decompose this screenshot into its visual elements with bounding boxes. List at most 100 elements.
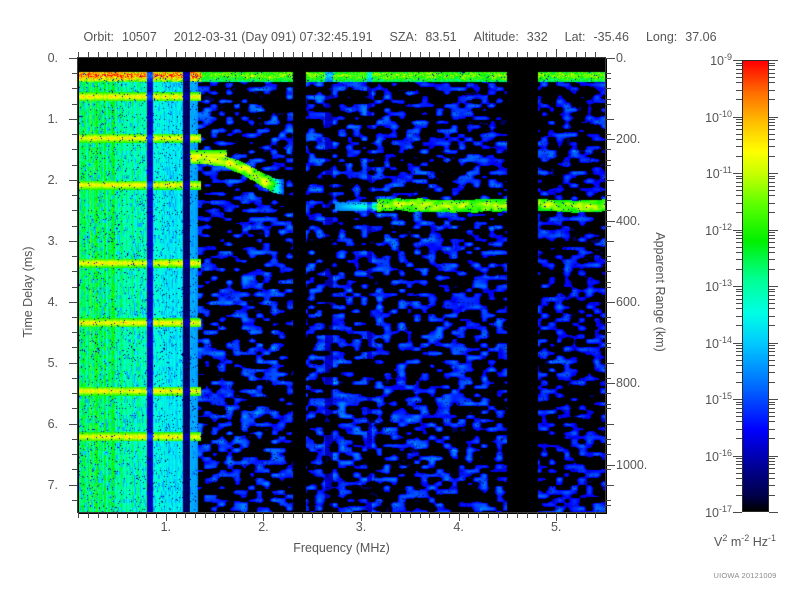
colorbar-tick [733, 117, 742, 118]
colorbar-minor-tick [736, 235, 742, 236]
tick-mark [410, 52, 411, 57]
colorbar-minor-tick [769, 242, 775, 243]
tick-mark [566, 52, 567, 57]
tick-mark [517, 52, 518, 57]
colorbar-minor-tick [736, 182, 742, 183]
units-m: m [727, 535, 742, 550]
colorbar-tick-label: 10-15 [705, 391, 732, 407]
tick-mark [606, 469, 611, 470]
colorbar-minor-tick [736, 351, 742, 352]
tick-mark [215, 52, 216, 57]
tick-mark [576, 52, 577, 57]
y-right-tick-label: 400. [616, 213, 641, 228]
tick-mark [537, 513, 538, 518]
colorbar-mantissa: 10 [710, 54, 724, 69]
colorbar-exponent: -9 [723, 51, 732, 62]
tick-mark [606, 261, 611, 262]
tick-mark [234, 52, 235, 57]
colorbar-minor-tick [736, 195, 742, 196]
tick-mark [185, 52, 186, 57]
colorbar-minor-tick [736, 495, 742, 496]
colorbar-minor-tick [736, 485, 742, 486]
tick-mark [606, 271, 611, 272]
tick-mark [254, 52, 255, 57]
tick-mark [449, 52, 450, 57]
colorbar-minor-tick [769, 73, 775, 74]
tick-mark [72, 271, 77, 272]
tick-mark [585, 52, 586, 57]
tick-mark [371, 52, 372, 57]
colorbar-minor-tick [736, 259, 742, 260]
x-tick-label: 3. [355, 520, 367, 534]
latitude-value: -35.46 [593, 30, 629, 44]
colorbar-tick-label: 10-13 [705, 278, 732, 294]
tick-mark [606, 58, 615, 59]
y-tick-label: 2. [47, 172, 58, 187]
tick-mark [72, 256, 77, 257]
tick-mark [72, 332, 77, 333]
x-tick-label: 5. [550, 520, 562, 534]
altitude-label: Altitude: [473, 30, 519, 44]
tick-mark [72, 149, 77, 150]
colorbar-tick [769, 456, 778, 457]
tick-mark [166, 513, 167, 521]
tick-mark [137, 52, 138, 57]
colorbar-minor-tick [736, 355, 742, 356]
tick-mark [117, 52, 118, 57]
colorbar-minor-tick [769, 429, 775, 430]
tick-mark [606, 408, 611, 409]
tick-mark [606, 282, 611, 283]
colorbar-tick [769, 399, 778, 400]
tick-mark [273, 52, 274, 57]
tick-mark [263, 49, 264, 57]
colorbar-gradient [743, 61, 768, 511]
tick-mark [390, 513, 391, 518]
tick-mark [606, 287, 611, 288]
units-m-exp: -2 [741, 533, 750, 543]
colorbar-minor-tick [769, 303, 775, 304]
colorbar-minor-tick [736, 365, 742, 366]
colorbar-minor-tick [769, 495, 775, 496]
tick-mark [302, 513, 303, 518]
credit-watermark: UIOWA 20121009 [713, 571, 777, 580]
tick-mark [283, 513, 284, 518]
tick-mark [72, 378, 77, 379]
colorbar-minor-tick [769, 458, 775, 459]
colorbar-tick [733, 343, 742, 344]
colorbar-minor-tick [736, 190, 742, 191]
tick-mark [420, 513, 421, 518]
colorbar-minor-tick [769, 190, 775, 191]
colorbar-minor-tick [769, 404, 775, 405]
tick-mark [606, 322, 611, 323]
colorbar-minor-tick [736, 232, 742, 233]
colorbar-mantissa: 10 [705, 393, 719, 408]
colorbar-minor-tick [769, 295, 775, 296]
colorbar-minor-tick [736, 464, 742, 465]
tick-mark [107, 513, 108, 518]
colorbar-minor-tick [736, 478, 742, 479]
tick-mark [606, 149, 611, 150]
tick-mark [205, 513, 206, 518]
colorbar-tick [769, 512, 778, 513]
altitude-value: 332 [526, 30, 548, 44]
y-right-tick-label: 0. [616, 51, 627, 65]
colorbar-tick-label: 10-17 [705, 504, 732, 520]
colorbar-minor-tick [736, 77, 742, 78]
colorbar-minor-tick [769, 372, 775, 373]
tick-mark [273, 513, 274, 518]
tick-mark [72, 500, 77, 501]
tick-mark [176, 52, 177, 57]
tick-mark [72, 393, 77, 394]
colorbar-minor-tick [736, 458, 742, 459]
tick-mark [78, 513, 79, 518]
colorbar-minor-tick [736, 69, 742, 70]
colorbar-minor-tick [769, 99, 775, 100]
colorbar-minor-tick [736, 402, 742, 403]
y-tick-label: 6. [47, 416, 58, 431]
colorbar-minor-tick [736, 429, 742, 430]
colorbar-minor-tick [736, 125, 742, 126]
tick-mark [595, 52, 596, 57]
colorbar-minor-tick [769, 134, 775, 135]
colorbar-minor-tick [769, 402, 775, 403]
tick-mark [606, 160, 611, 161]
